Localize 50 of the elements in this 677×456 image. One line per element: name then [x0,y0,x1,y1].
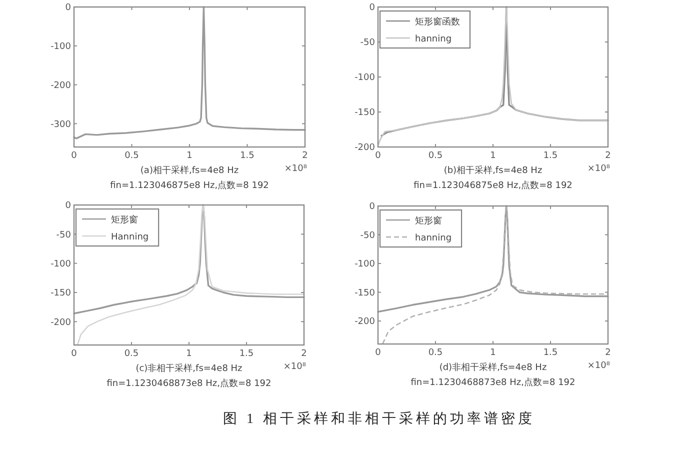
x-tick-label: 0.5 [428,151,443,161]
y-tick-label: -300 [50,120,72,130]
x-axis-title: (a)相干采样,fs=4e8 Hz fin=1.123046875e8 Hz,点数=8 192 [110,165,269,191]
y-tick-label: 0 [65,201,72,212]
legend-label: hanning [415,234,452,244]
y-tick-label: 0 [369,202,376,212]
legend-label: Hanning [111,232,149,242]
y-tick-label: -150 [50,288,72,299]
x-tick-label: 1 [490,151,496,161]
y-tick-label: -100 [50,42,72,52]
legend-label: 矩形窗 [111,214,138,226]
y-tick-label: 0 [369,3,376,14]
x-tick-label: 1.5 [543,151,558,161]
y-tick-label: -150 [354,288,376,298]
x-tick-label: 2 [302,151,308,161]
x-tick-label: 2 [605,348,611,358]
y-tick-label: -200 [354,143,376,154]
y-tick-label: 0 [65,3,72,14]
text: ×10⁸ [284,164,308,174]
text: ×10⁸ [283,362,306,372]
x-tick-label: 1 [490,348,496,358]
legend-label: hanning [415,34,452,44]
y-tick-label: -200 [354,317,376,328]
x-tick-label: 2 [605,151,611,161]
y-tick-label: -150 [354,108,376,118]
y-tick-label: -100 [50,260,72,270]
x-axis-title: (b)相干采样,fs=4e8 Hz fin=1.123046875e8 Hz,点数=8 192 [414,165,572,191]
legend-label: 矩形窗函数 [415,16,460,28]
text: ×10⁸ [587,361,610,371]
x-tick-label: 0.5 [124,151,139,161]
x-tick-label: 0.5 [124,349,139,359]
x-axis-title: (c)非相干采样,fs=4e8 Hz fin=1.1230468873e8 Hz,点数=8 192 [106,363,272,389]
text: 图 1 相干采样和非相干采样的功率谱密度 [223,411,535,427]
x-tick-label: 1.5 [543,348,558,358]
y-tick-label: -50 [360,38,376,48]
y-tick-label: -200 [50,318,72,328]
x-tick-label: 1.5 [239,349,254,359]
y-tick-label: -50 [360,230,376,241]
x-tick-label: 0.5 [428,348,443,358]
x-tick-label: 1 [186,349,192,359]
x-tick-label: 1 [186,151,192,161]
y-tick-label: -100 [354,73,376,84]
x-tick-label: 1.5 [240,151,254,161]
x-tick-label: 2 [301,349,307,359]
legend-label: 矩形窗 [415,216,442,226]
y-tick-label: -50 [56,230,72,240]
y-tick-label: -100 [354,260,376,270]
x-axis-title: (d)非相干采样,fs=4e8 Hz fin=1.1230468873e8 Hz,点数=8 192 [410,362,576,388]
y-tick-label: -200 [50,80,72,91]
text: ×10⁸ [587,164,610,174]
